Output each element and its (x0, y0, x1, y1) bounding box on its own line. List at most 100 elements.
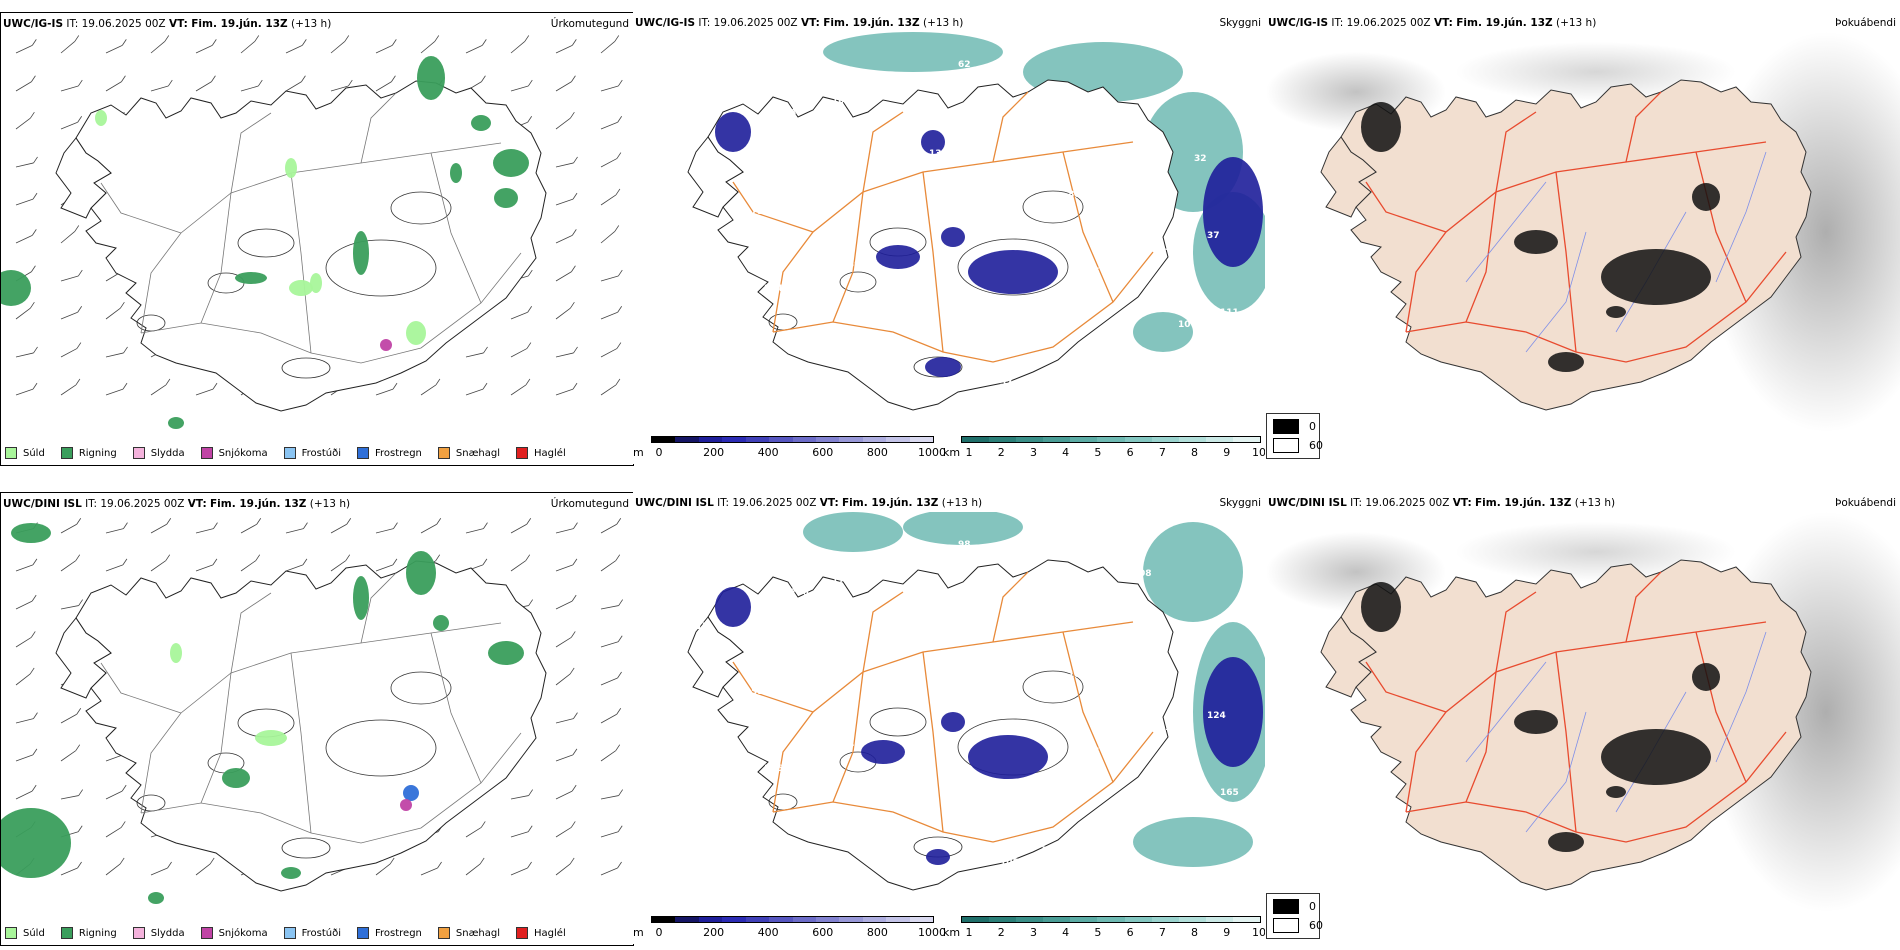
legend-swatch (437, 447, 450, 459)
legend-label: Frostregn (375, 447, 422, 459)
visibility-value-label: 122 (971, 137, 990, 147)
legend-item: Rigning (60, 927, 117, 939)
visibility-value-label: 77 (709, 699, 722, 709)
visibility-value-label: 81 (929, 629, 942, 639)
visibility-value-label: 78 (806, 272, 819, 282)
legend-item: Frostúði (283, 927, 341, 939)
colorbar-tick: 8 (1191, 446, 1199, 459)
legend-label: Snæhagl (455, 447, 501, 459)
visibility-value-label: 62 (958, 60, 971, 70)
visibility-value-label: 358 (1013, 125, 1032, 135)
fog-panel-row1: UWC/IG-IS IT: 19.06.2025 00Z VT: Fim. 19… (1266, 12, 1900, 464)
legend-swatch (200, 927, 213, 939)
visibility-value-label: 664 (1081, 747, 1100, 757)
visibility-value-label: 182 (1068, 670, 1087, 680)
legend-swatch (200, 447, 213, 459)
legend-item: Snæhagl (437, 927, 500, 939)
panel-title: Skyggni (1219, 17, 1262, 29)
legend-item: Frostregn (357, 447, 422, 459)
precip-type-map (1, 35, 623, 429)
colorbar-tick: 1 (965, 926, 973, 939)
legend-label: Haglél (534, 447, 566, 459)
visibility-value-label: 109 (832, 96, 851, 106)
legend-swatch (5, 447, 17, 459)
visibility-value-label: 87 (945, 793, 958, 803)
colorbar-tick: 10 (1252, 446, 1265, 459)
visibility-value-label: 53 (819, 349, 832, 359)
panel-header: UWC/IG-IS IT: 19.06.2025 00Z VT: Fim. 19… (635, 17, 1262, 29)
legend-label: Súld (23, 927, 45, 939)
colorbar-strip (651, 436, 934, 443)
legend-label: Rigning (78, 447, 117, 459)
colorbar-tick: 200 (703, 926, 725, 939)
panel-title: Þokuábendi (1835, 17, 1896, 29)
legend-swatch (437, 927, 450, 939)
visibility-value-label: 155 (1081, 267, 1100, 277)
visibility-value-label: 37 (1000, 378, 1013, 388)
visibility-value-label: 130 (777, 841, 796, 851)
colorbar-tick: 0 (655, 446, 663, 459)
visibility-value-label: 37 (1207, 231, 1220, 241)
colorbar-tick: 2 (997, 926, 1005, 939)
precip-panel-row2: UWC/DINI ISL IT: 19.06.2025 00Z VT: Fim.… (0, 492, 634, 946)
panel-header: UWC/DINI ISL IT: 19.06.2025 00Z VT: Fim.… (3, 498, 629, 510)
visibility-value-label: 32 (1194, 154, 1207, 164)
visibility-value-label: 168 (1123, 255, 1142, 265)
visibility-value-label: 304 (764, 284, 783, 294)
legend-item: Slydda (132, 927, 185, 939)
panel-header: UWC/DINI ISL IT: 19.06.2025 00Z VT: Fim.… (635, 497, 1261, 509)
colorbar-strip (961, 916, 1261, 923)
visibility-value-label: 598 (984, 214, 1003, 224)
visibility-value-label: 148 (1123, 735, 1142, 745)
panel-header: UWC/IG-IS IT: 19.06.2025 00Z VT: Fim. 19… (1268, 17, 1896, 29)
visibility-value-label: 92 (693, 55, 706, 65)
fog-indicator-map (1266, 32, 1900, 432)
legend-item: Haglél (516, 927, 566, 939)
visibility-value-label: 56 (1194, 634, 1207, 644)
colorbar-strip (651, 916, 934, 923)
visibility-value-label: 355 (1026, 202, 1045, 212)
visibility-value-label: 43 (848, 740, 861, 750)
visibility-value-label: 80 (1097, 581, 1110, 591)
colorbar-tick: 8 (1191, 926, 1199, 939)
visibility-value-label: 124 (861, 817, 880, 827)
visibility-value-label: 111 (1220, 308, 1239, 318)
visibility-value-label: 124 (819, 829, 838, 839)
visibility-value-label: 191 (874, 84, 893, 94)
visibility-value-label: 19 (984, 694, 997, 704)
colorbar-tick: 1000 (918, 446, 946, 459)
panel-header: UWC/IG-IS IT: 19.06.2025 00Z VT: Fim. 19… (3, 18, 629, 30)
legend-swatch (516, 447, 529, 459)
colorbar-unit: m (633, 446, 644, 459)
visibility-value-label: 67 (1055, 593, 1068, 603)
visibility-value-label: 43 (790, 108, 803, 118)
panel-title: Þokuábendi (1835, 497, 1896, 509)
legend-swatch (132, 927, 145, 939)
legend-item: Haglél (516, 447, 566, 459)
height-colorbar: m 0 200 400 600 800 1000 (633, 916, 946, 942)
visibility-value-label: 16 (735, 853, 748, 863)
visibility-value-label: 47 (1152, 166, 1165, 176)
legend-swatch (132, 447, 145, 459)
visibility-value-label: 170 (1013, 605, 1032, 615)
colorbar-tick: 800 (866, 926, 888, 939)
legend-label: Slydda (150, 927, 185, 939)
visibility-value-label: 88 (1068, 190, 1081, 200)
colorbar-tick: 7 (1158, 446, 1166, 459)
legend-item: Rigning (60, 447, 117, 459)
colorbar-strip (961, 436, 1261, 443)
legend-swatch (60, 927, 73, 939)
colorbar-tick: 6 (1126, 926, 1134, 939)
panel-title: Úrkomutegund (550, 498, 629, 510)
visibility-value-label: 131 (929, 149, 948, 159)
visibility-colorbar: km 1 2 3 4 5 6 7 8 9 10 (943, 916, 1265, 942)
legend-item: Frostúði (283, 447, 341, 459)
visibility-value-label: 50 (945, 313, 958, 323)
visibility-value-label: 63 (916, 72, 929, 82)
visibility-value-label: 47 (1055, 113, 1068, 123)
colorbar-tick: 600 (812, 926, 834, 939)
visibility-value-label: 428 (1178, 800, 1197, 810)
legend-label: Snjókoma (218, 927, 268, 939)
colorbar-tick: 1000 (918, 926, 946, 939)
colorbar-unit: m (633, 926, 644, 939)
